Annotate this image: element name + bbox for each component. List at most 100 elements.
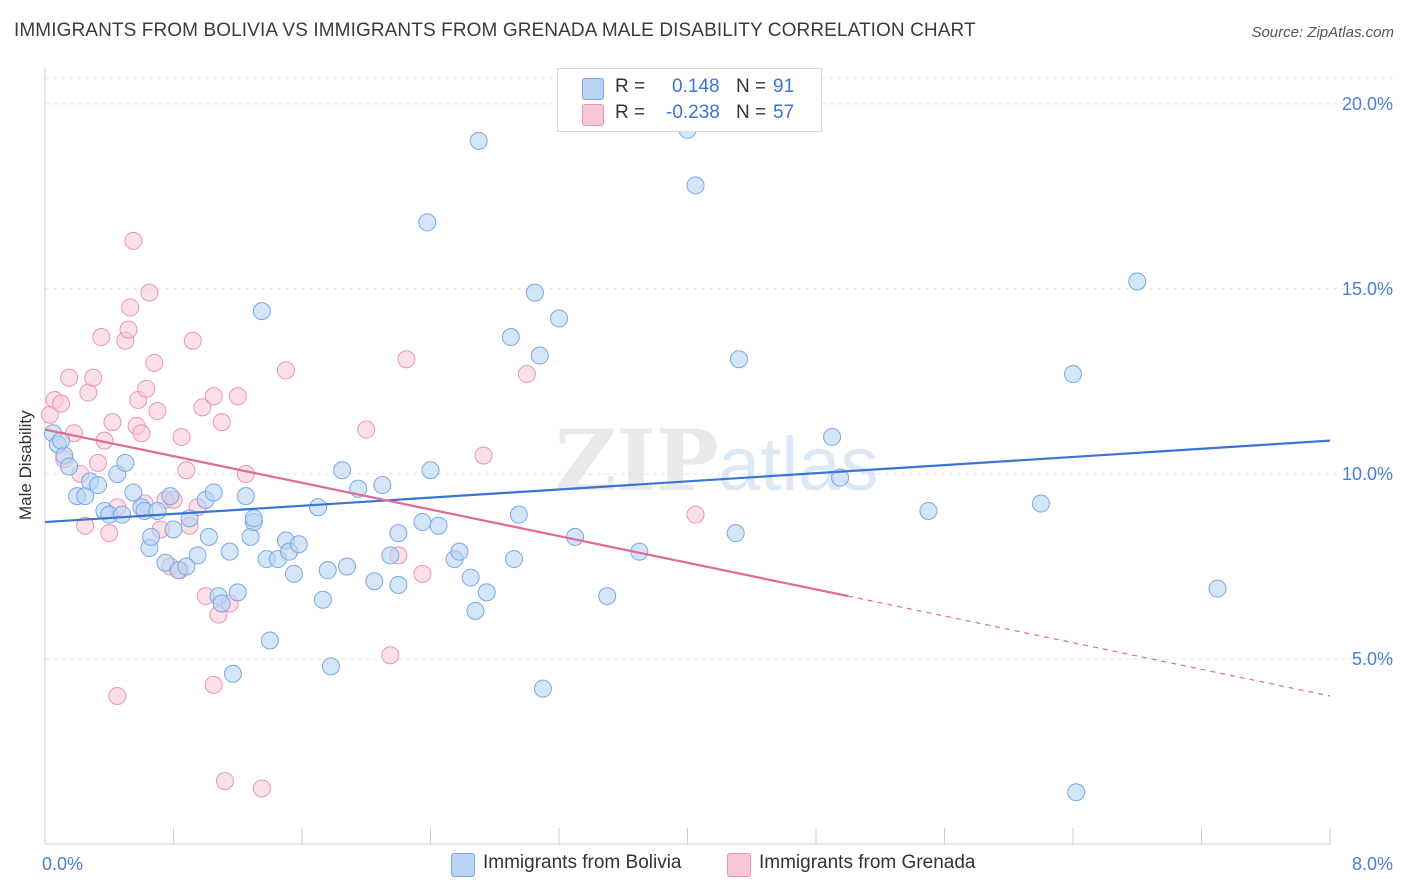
bolivia-point <box>204 483 223 502</box>
grenada-swatch <box>582 104 604 126</box>
grenada-point <box>474 446 493 465</box>
x-tick-label-max: 8.0% <box>1352 854 1393 874</box>
bolivia-point <box>501 328 520 347</box>
bolivia-point <box>1208 579 1227 598</box>
n-label: N = <box>736 76 767 97</box>
grenada-point <box>108 686 127 705</box>
grenada-point <box>121 298 140 317</box>
bolivia-point <box>188 546 207 565</box>
bolivia-point <box>566 527 585 546</box>
watermark-atlas: atlas <box>718 422 879 507</box>
bolivia-point <box>373 476 392 495</box>
grenada-point <box>119 320 138 339</box>
bolivia-point <box>823 427 842 446</box>
bolivia-point <box>124 483 143 502</box>
bolivia-point <box>199 527 218 546</box>
bolivia-point <box>236 487 255 506</box>
grenada-point <box>212 413 231 432</box>
bolivia-point <box>919 501 938 520</box>
n-value-bolivia: 91 <box>773 76 795 97</box>
grenada-point <box>60 368 79 387</box>
grenada-point <box>92 328 111 347</box>
bolivia-point <box>313 590 332 609</box>
bolivia-legend-swatch <box>451 853 475 877</box>
bolivia-point <box>429 516 448 535</box>
bolivia-point <box>525 283 544 302</box>
grenada-point <box>397 350 416 369</box>
bolivia-point <box>729 350 748 369</box>
bolivia-point <box>241 527 260 546</box>
grenada-point <box>84 368 103 387</box>
bolivia-point <box>321 657 340 676</box>
bolivia-point <box>413 513 432 532</box>
grenada-point <box>137 379 156 398</box>
grenada-point <box>686 505 705 524</box>
grenada-point <box>103 413 122 432</box>
bolivia-point <box>421 461 440 480</box>
grenada-trend-extension <box>848 595 1331 697</box>
bolivia-point <box>289 535 308 554</box>
tick-labels: 5.0% 10.0% 15.0% 20.0% 0.0% 8.0% <box>42 94 1393 874</box>
bolivia-point <box>686 176 705 195</box>
stats-legend: R = 0.148 N = 91 R = -0.238 N = 57 <box>557 68 822 132</box>
bolivia-point <box>260 631 279 650</box>
n-label: N = <box>736 102 767 123</box>
bolivia-point <box>530 346 549 365</box>
bolivia-point <box>177 557 196 576</box>
bolivia-point <box>469 131 488 150</box>
r-value-grenada: -0.238 <box>666 102 720 123</box>
grenada-point <box>148 402 167 421</box>
bolivia-point <box>318 561 337 580</box>
bolivia-point <box>252 302 271 321</box>
grenada-legend-swatch <box>727 853 751 877</box>
bolivia-swatch <box>582 78 604 100</box>
bolivia-point <box>244 509 263 528</box>
bolivia-point <box>550 309 568 328</box>
bolivia-point <box>509 505 528 524</box>
bolivia-point <box>116 453 135 472</box>
bolivia-point <box>1064 365 1082 384</box>
bolivia-point <box>450 542 469 561</box>
y-tick-label: 5.0% <box>1352 649 1393 669</box>
grenada-point <box>172 427 191 446</box>
bolivia-point <box>220 542 239 561</box>
grenada-point <box>413 564 432 583</box>
trend-lines <box>44 428 1331 697</box>
bolivia-point <box>389 575 408 594</box>
bolivia-point <box>223 664 242 683</box>
bolivia-legend-label: Immigrants from Bolivia <box>483 852 682 873</box>
x-tick-label-min: 0.0% <box>42 854 83 874</box>
bolivia-point <box>505 550 524 569</box>
bolivia-point <box>89 476 108 495</box>
grenada-point <box>52 394 71 413</box>
bolivia-point <box>337 557 356 576</box>
grenada-point <box>132 424 151 443</box>
bolivia-point <box>1067 783 1086 802</box>
bolivia-point <box>598 587 617 606</box>
grenada-point <box>140 283 159 302</box>
grenada-point <box>183 331 202 350</box>
grenada-point <box>89 453 108 472</box>
bolivia-point <box>60 457 79 476</box>
gridlines <box>45 77 1395 660</box>
r-label: R = <box>615 76 646 97</box>
source-credit: Source: ZipAtlas.com <box>1251 24 1394 41</box>
grenada-point <box>177 461 196 480</box>
bolivia-point <box>309 498 328 517</box>
axes <box>44 68 1331 845</box>
y-tick-label: 15.0% <box>1342 279 1393 299</box>
grenada-point <box>76 516 95 535</box>
watermark: ZIP atlas <box>555 411 879 510</box>
n-value-grenada: 57 <box>773 102 795 123</box>
bolivia-point <box>477 583 496 602</box>
grenada-point <box>100 524 119 543</box>
bolivia-point <box>1128 272 1147 291</box>
bolivia-point <box>365 572 384 591</box>
grenada-point <box>381 646 400 665</box>
bolivia-point <box>333 461 352 480</box>
r-value-bolivia: 0.148 <box>672 76 720 97</box>
chart-title: IMMIGRANTS FROM BOLIVIA VS IMMIGRANTS FR… <box>14 20 976 41</box>
grenada-point <box>215 772 234 791</box>
bolivia-points <box>44 120 1227 802</box>
